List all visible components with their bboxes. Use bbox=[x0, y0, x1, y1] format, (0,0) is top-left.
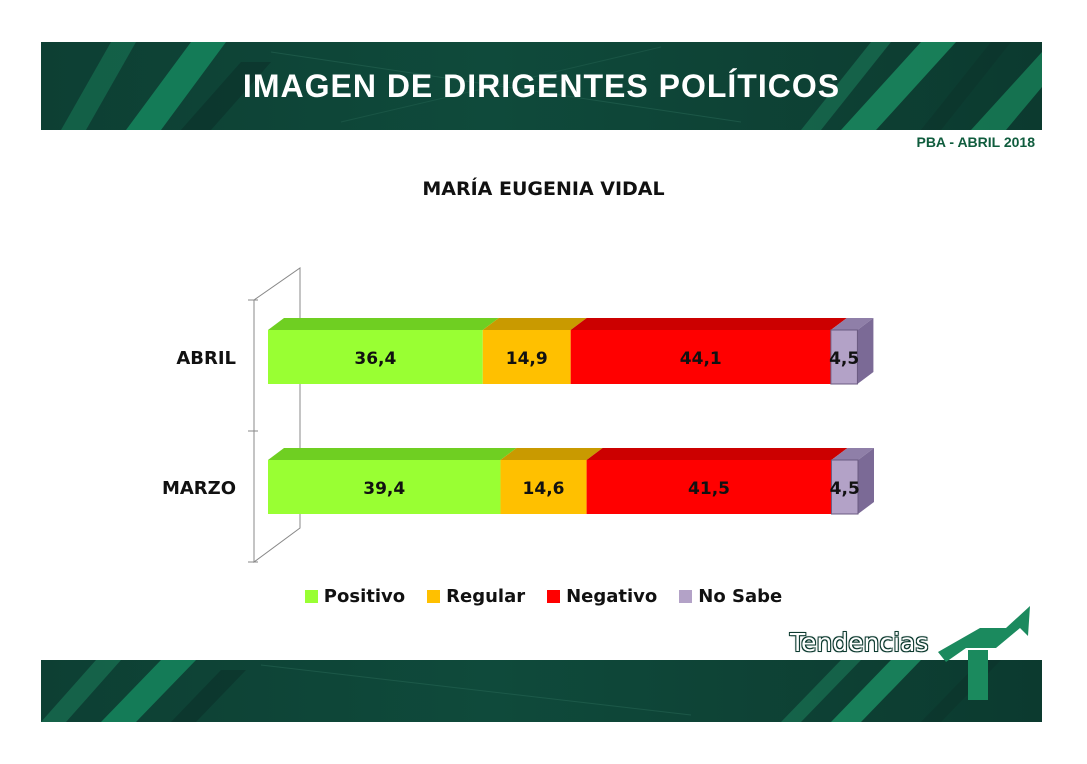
legend-item: Negativo bbox=[547, 586, 657, 607]
footer-decoration bbox=[41, 660, 1001, 722]
footer-band bbox=[41, 660, 1042, 722]
bar-segment bbox=[831, 460, 858, 514]
legend-item: No Sabe bbox=[679, 586, 782, 607]
legend-label: No Sabe bbox=[698, 586, 783, 607]
category-label: MARZO bbox=[162, 478, 236, 499]
bar-side bbox=[858, 448, 874, 514]
stacked-bar-chart: ABRIL 36,4 14,9 44,1 4,5 MARZO 39,4 14,6 41,5 4,5 bbox=[162, 267, 874, 563]
data-label: 14,9 bbox=[506, 349, 548, 369]
bar-outline bbox=[830, 459, 859, 515]
bar-top bbox=[570, 318, 847, 330]
data-label: 14,6 bbox=[523, 479, 565, 499]
legend-item: Regular bbox=[427, 586, 525, 607]
bar-segment bbox=[500, 460, 587, 514]
bar-side bbox=[857, 318, 874, 384]
legend-label: Regular bbox=[446, 586, 526, 607]
legend-swatch bbox=[427, 590, 441, 603]
bar-segment bbox=[570, 330, 831, 384]
bar-top bbox=[830, 318, 874, 330]
header-decoration bbox=[61, 42, 1042, 130]
legend-swatch bbox=[304, 590, 318, 603]
data-label: 36,4 bbox=[354, 349, 396, 369]
chart-title: MARÍA EUGENIA VIDAL bbox=[422, 178, 665, 200]
bar-outline bbox=[830, 329, 858, 385]
data-label: 4,5 bbox=[830, 479, 860, 499]
chart-legend: Positivo Regular Negativo No Sabe bbox=[0, 586, 1087, 607]
bar-segment bbox=[830, 330, 858, 384]
bar-top bbox=[268, 318, 499, 330]
bar-top bbox=[268, 448, 517, 460]
report-subtitle: PBA - ABRIL 2018 bbox=[916, 134, 1035, 150]
bar-segment bbox=[586, 460, 832, 514]
bar-segment bbox=[482, 330, 571, 384]
legend-label: Negativo bbox=[566, 586, 658, 607]
data-label: 39,4 bbox=[363, 479, 405, 499]
header-title: IMAGEN DE DIRIGENTES POLÍTICOS bbox=[242, 68, 841, 104]
bar-segment bbox=[268, 460, 501, 514]
data-label: 41,5 bbox=[688, 479, 730, 499]
bar-top bbox=[586, 448, 848, 460]
category-label: ABRIL bbox=[176, 348, 236, 369]
bar-top bbox=[482, 318, 587, 330]
bar-top bbox=[500, 448, 603, 460]
header-band: IMAGEN DE DIRIGENTES POLÍTICOS bbox=[41, 42, 1042, 130]
brand-arrow-icon bbox=[938, 606, 1030, 700]
legend-item: Positivo bbox=[304, 586, 406, 607]
legend-swatch bbox=[679, 590, 693, 603]
bar-segment bbox=[268, 330, 483, 384]
brand-name: Tendencias bbox=[790, 628, 929, 657]
data-label: 44,1 bbox=[680, 349, 722, 369]
data-label: 4,5 bbox=[829, 349, 859, 369]
legend-label: Positivo bbox=[323, 586, 406, 607]
bar-top bbox=[831, 448, 874, 460]
legend-swatch bbox=[547, 590, 561, 603]
axis-wall bbox=[253, 267, 301, 563]
